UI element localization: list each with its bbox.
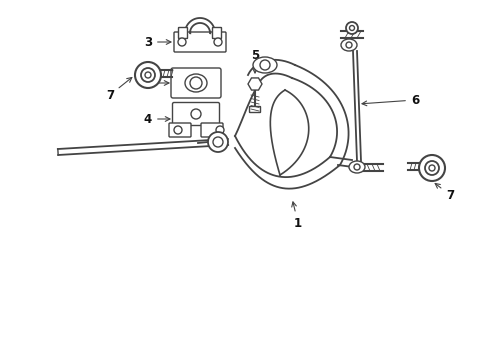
Circle shape [135,62,161,88]
FancyBboxPatch shape [172,103,219,126]
Circle shape [346,42,351,48]
Text: 7: 7 [434,184,453,202]
Circle shape [141,68,155,82]
Circle shape [174,126,182,134]
Circle shape [207,132,227,152]
Text: 1: 1 [291,202,302,230]
Ellipse shape [252,57,276,73]
FancyBboxPatch shape [174,32,225,52]
FancyBboxPatch shape [212,27,221,39]
Circle shape [190,77,202,89]
FancyBboxPatch shape [201,123,223,137]
Text: 5: 5 [250,49,259,73]
Ellipse shape [348,161,364,173]
Ellipse shape [184,74,206,92]
FancyBboxPatch shape [169,123,191,137]
FancyBboxPatch shape [178,27,187,39]
FancyBboxPatch shape [171,68,221,98]
FancyBboxPatch shape [249,107,260,112]
Circle shape [178,38,185,46]
Text: 4: 4 [143,112,170,126]
Circle shape [191,109,201,119]
Text: 3: 3 [143,36,171,49]
Text: 6: 6 [361,94,418,107]
Circle shape [424,161,438,175]
Circle shape [260,60,269,70]
Circle shape [145,72,151,78]
Circle shape [216,126,224,134]
Circle shape [346,22,357,34]
Circle shape [213,137,223,147]
Ellipse shape [340,39,356,51]
Circle shape [418,155,444,181]
Circle shape [353,164,359,170]
Circle shape [214,38,222,46]
Circle shape [428,165,434,171]
Circle shape [349,26,354,31]
Text: 7: 7 [106,77,132,102]
Text: 2: 2 [143,77,169,90]
